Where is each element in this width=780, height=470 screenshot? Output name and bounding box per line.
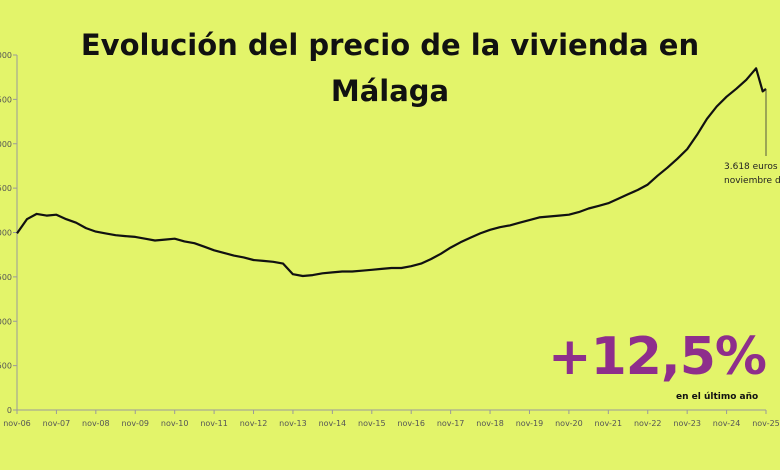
callout-line-1: 3.618 euros: [724, 162, 778, 172]
x-tick-label: nov-10: [161, 419, 189, 428]
y-tick-label: 4000: [0, 51, 12, 60]
price-series-line: [16, 67, 767, 278]
yearly-change-caption: en el último año: [676, 392, 759, 402]
x-tick-label: nov-23: [673, 419, 701, 428]
x-tick-label: nov-18: [476, 419, 504, 428]
yearly-change-value: +12,5%: [548, 327, 767, 387]
x-tick-label: nov-13: [279, 419, 307, 428]
chart-title-line-1: Evolución del precio de la vivienda en: [80, 28, 700, 62]
x-tick-label: nov-24: [713, 419, 741, 428]
x-tick-label: nov-07: [43, 419, 71, 428]
x-tick-label: nov-25: [752, 419, 780, 428]
chart-title-line-2: Málaga: [330, 74, 450, 108]
x-tick-label: nov-11: [200, 419, 228, 428]
chart-title: Evolución del precio de la vivienda en M…: [0, 22, 780, 114]
x-tick-label: nov-14: [319, 419, 347, 428]
y-tick-label: 1500: [0, 273, 12, 282]
latest-value-callout: 3.618 euros noviembre de: [724, 160, 780, 188]
x-tick-label: nov-06: [3, 419, 31, 428]
y-tick-label: 3000: [0, 140, 12, 149]
y-tick-label: 500: [0, 362, 12, 371]
x-tick-label: nov-17: [437, 419, 465, 428]
x-tick-label: nov-20: [555, 419, 583, 428]
x-tick-label: nov-22: [634, 419, 662, 428]
x-tick-label: nov-16: [397, 419, 425, 428]
y-tick-label: 2500: [0, 184, 12, 193]
y-tick-label: 0: [7, 406, 12, 415]
x-tick-label: nov-19: [516, 419, 544, 428]
x-tick-label: nov-08: [82, 419, 110, 428]
x-tick-label: nov-12: [240, 419, 268, 428]
y-tick-label: 3500: [0, 95, 12, 104]
x-tick-label: nov-09: [121, 419, 149, 428]
callout-line-2: noviembre de: [724, 176, 780, 186]
x-tick-label: nov-21: [595, 419, 623, 428]
y-tick-label: 1000: [0, 317, 12, 326]
y-tick-label: 2000: [0, 229, 12, 238]
x-tick-label: nov-15: [358, 419, 386, 428]
